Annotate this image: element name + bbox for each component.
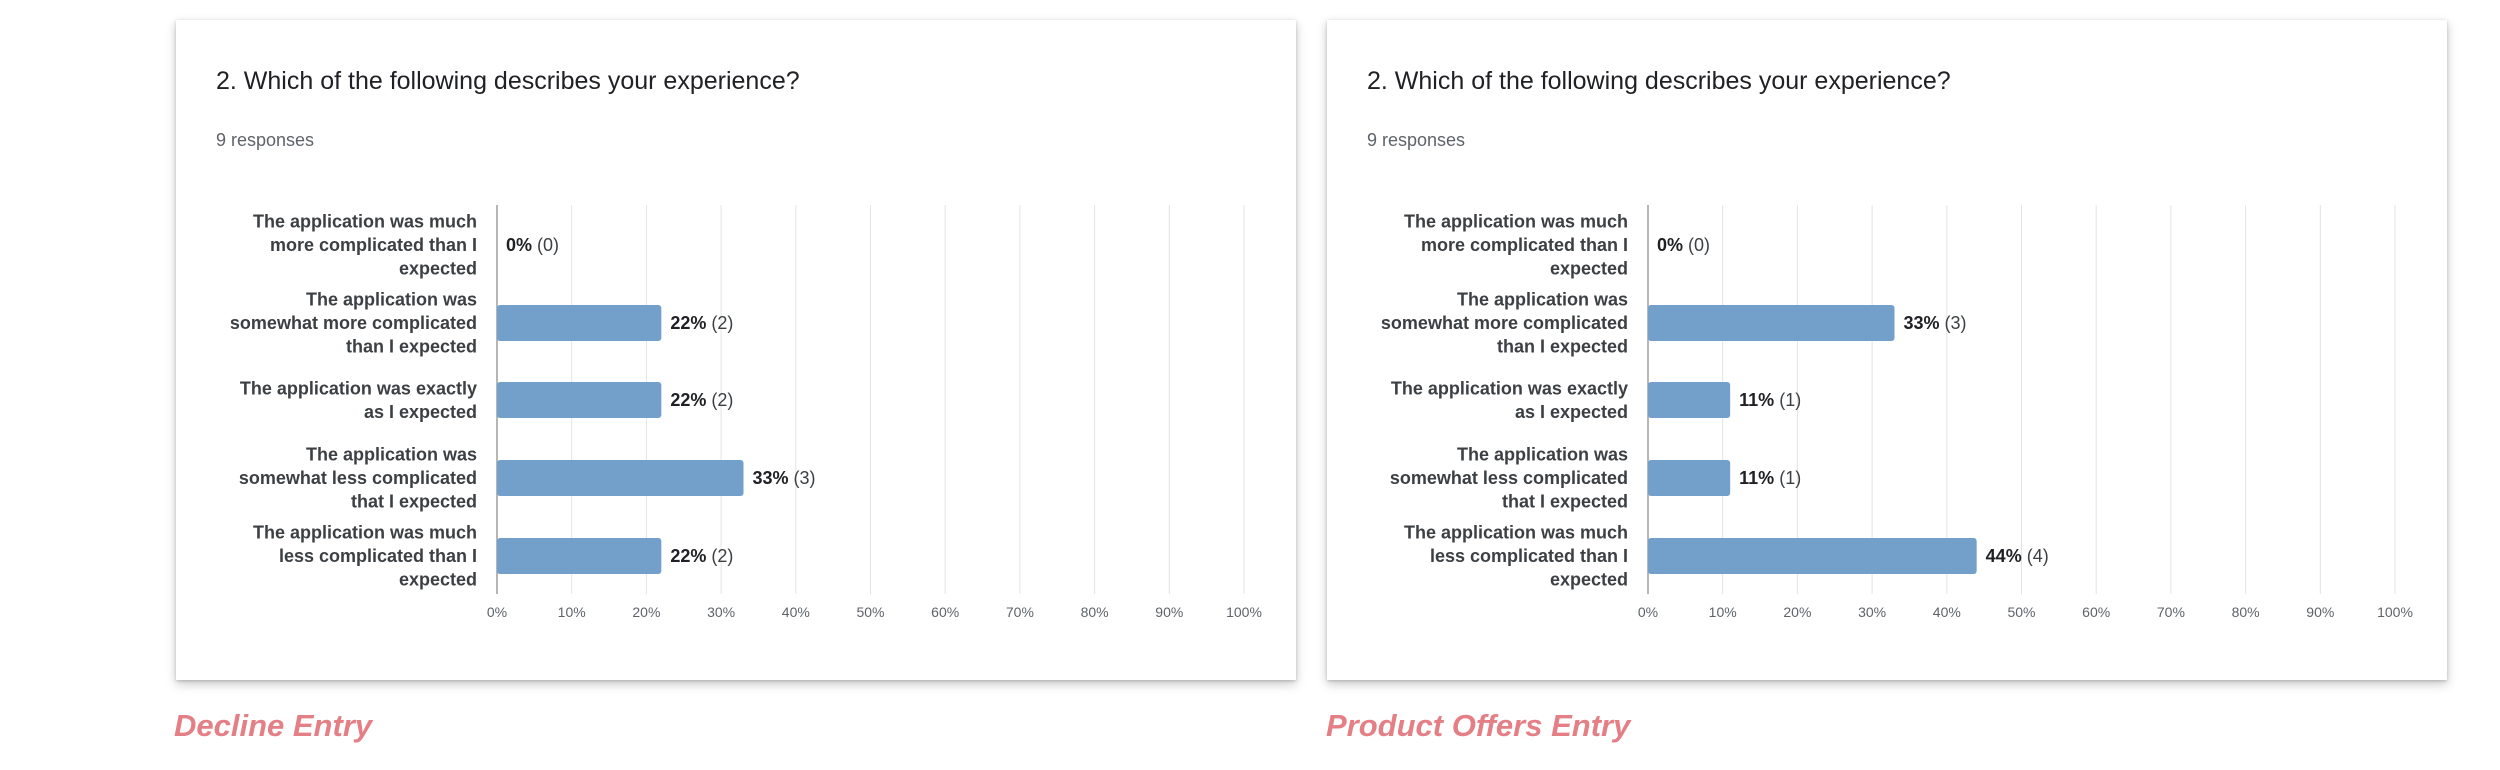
bar (1648, 382, 1731, 418)
category-label: The application was exactly as I expected (240, 378, 477, 422)
x-tick-label: 50% (2007, 604, 2035, 620)
category-label: The application was much more complicated… (1404, 212, 1628, 279)
bar-chart: 0% 10% 20% 30% 40% 50% 60% 70% 80% 90% 100% The app… (1381, 205, 2413, 620)
chart-title: 2. Which of the following describes your… (1367, 67, 1951, 95)
x-tick-label: 80% (2232, 604, 2260, 620)
data-label: 22% (2) (670, 313, 733, 333)
x-tick-label: 20% (632, 604, 660, 620)
category-label: The application was much less complicated… (253, 523, 477, 590)
data-label: 22% (2) (670, 390, 733, 410)
bar (497, 538, 662, 574)
category-label: The application was somewhat less complic… (239, 445, 477, 512)
x-tick-label: 60% (2082, 604, 2110, 620)
bar-chart: 0% 10% 20% 30% 40% 50% 60% 70% 80% 90% 100% The app… (230, 205, 1262, 620)
category-label: The application was much more complicated… (253, 212, 477, 279)
chart-title: 2. Which of the following describes your… (216, 67, 800, 95)
bar (1648, 460, 1731, 496)
data-label: 11% (1) (1739, 468, 1801, 488)
bar (497, 305, 662, 341)
caption-product-offers-entry: Product Offers Entry (1326, 708, 1631, 743)
x-tick-label: 10% (1709, 604, 1737, 620)
data-label: 0% (0) (1657, 235, 1710, 255)
x-tick-label: 30% (1858, 604, 1886, 620)
x-tick-label: 90% (1155, 604, 1183, 620)
x-tick-label: 60% (931, 604, 959, 620)
bar (497, 460, 744, 496)
data-label: 33% (3) (753, 468, 816, 488)
bar (1648, 305, 1895, 341)
x-tick-label: 70% (1006, 604, 1034, 620)
x-tick-label: 10% (558, 604, 586, 620)
category-label: The application was somewhat less complic… (1390, 445, 1628, 512)
x-tick-label: 30% (707, 604, 735, 620)
category-label: The application was much less complicated… (1404, 523, 1628, 590)
bar (1648, 538, 1977, 574)
category-label: The application was somewhat more complic… (1381, 290, 1628, 357)
x-tick-label: 0% (1638, 604, 1658, 620)
x-tick-label: 100% (2377, 604, 2413, 620)
x-tick-label: 100% (1226, 604, 1262, 620)
x-tick-label: 70% (2157, 604, 2185, 620)
x-tick-label: 40% (1933, 604, 1961, 620)
data-label: 33% (3) (1904, 313, 1967, 333)
data-label: 44% (4) (1986, 546, 2049, 566)
chart-card-product-offers-entry: 2. Which of the following describes your… (1327, 20, 2447, 680)
x-tick-label: 0% (487, 604, 507, 620)
caption-decline-entry: Decline Entry (174, 708, 373, 743)
category-label: The application was exactly as I expected (1391, 378, 1628, 422)
chart-card-decline-entry: 2. Which of the following describes your… (176, 20, 1296, 680)
response-count: 9 responses (216, 130, 315, 150)
bar (497, 382, 662, 418)
data-label: 11% (1) (1739, 390, 1801, 410)
x-tick-label: 80% (1081, 604, 1109, 620)
response-count: 9 responses (1367, 130, 1466, 150)
data-label: 0% (0) (506, 235, 559, 255)
x-tick-label: 90% (2306, 604, 2334, 620)
x-tick-label: 20% (1783, 604, 1811, 620)
x-tick-label: 40% (782, 604, 810, 620)
x-tick-label: 50% (856, 604, 884, 620)
category-label: The application was somewhat more complic… (230, 290, 477, 357)
data-label: 22% (2) (670, 546, 733, 566)
